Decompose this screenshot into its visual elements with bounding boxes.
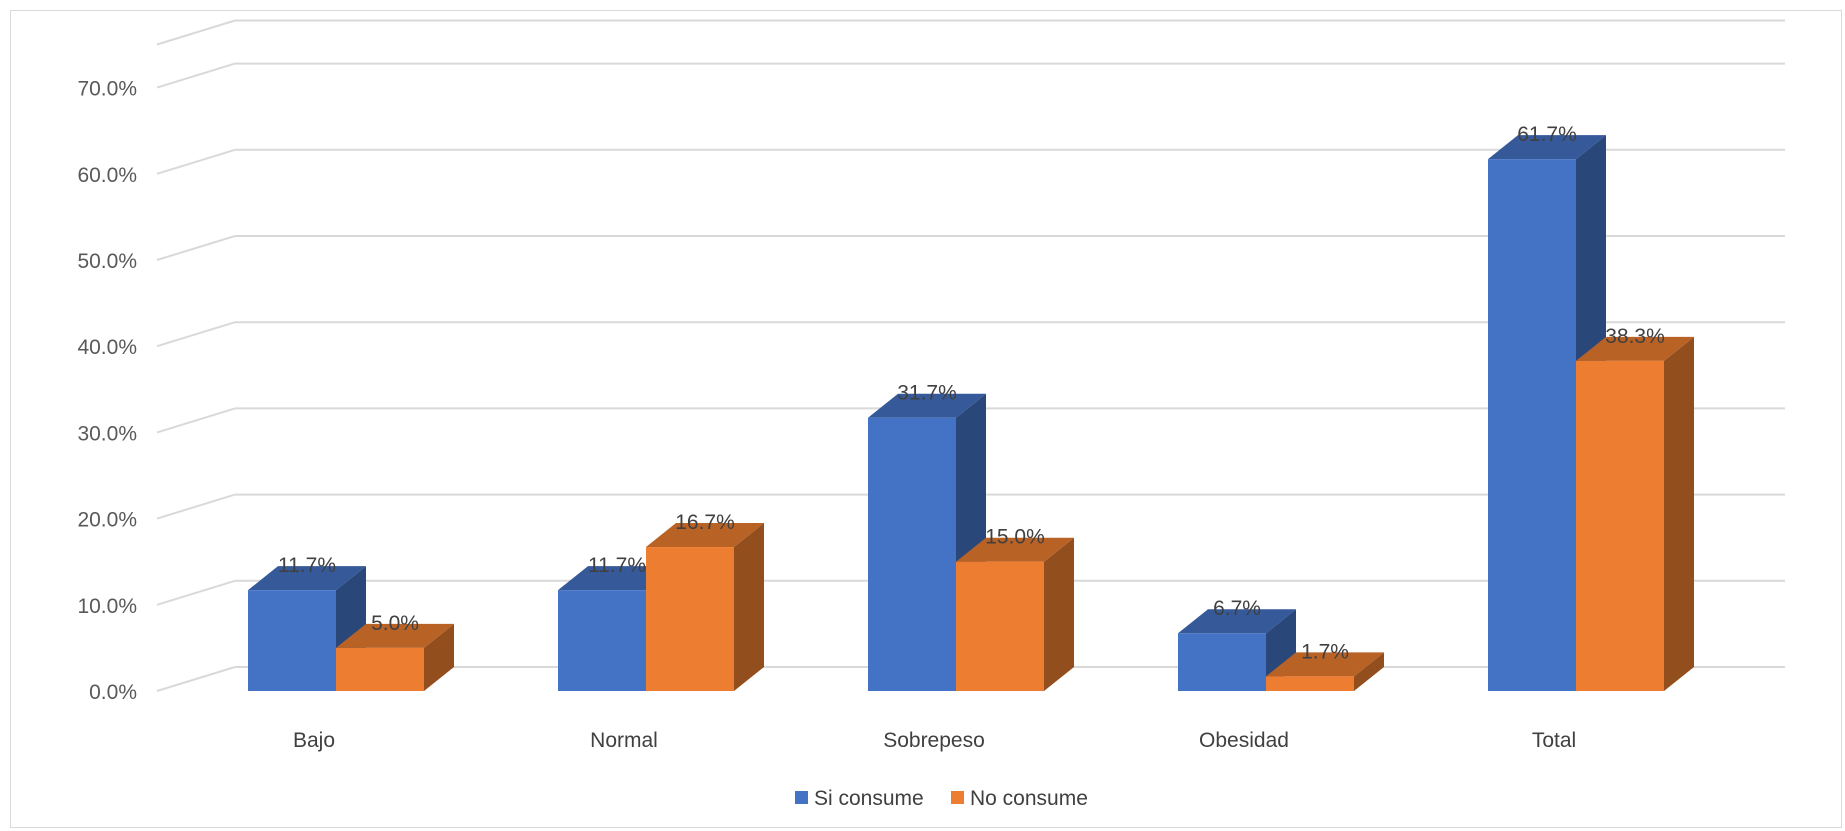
- category-label: Sobrepeso: [883, 729, 985, 752]
- bar-front: [868, 417, 956, 691]
- bar-side: [1664, 336, 1694, 691]
- bar-side: [424, 623, 454, 691]
- y-tick-label: 10.0%: [77, 595, 137, 618]
- y-tick-label: 30.0%: [77, 422, 137, 445]
- chart-frame: [10, 10, 1842, 828]
- bar-si-consume-obesidad: [1178, 609, 1296, 691]
- bar-no-consume-bajo: [336, 623, 454, 691]
- bar-front: [558, 590, 646, 691]
- bar-front: [248, 590, 336, 691]
- bar-top: [1178, 609, 1296, 634]
- data-label: 6.7%: [1213, 597, 1261, 620]
- gridline-diagonal: [156, 148, 236, 175]
- bar-top: [868, 393, 986, 418]
- gridline-diagonal: [156, 321, 236, 348]
- bar-front: [1178, 633, 1266, 691]
- y-axis-ticks: 0.0% 10.0% 20.0% 30.0% 40.0% 50.0% 60.0% 70.0%: [77, 78, 137, 704]
- bar-side: [734, 523, 764, 691]
- y-tick-label: 0.0%: [89, 681, 137, 704]
- bar-no-consume-normal: [646, 523, 764, 691]
- bar-front: [956, 561, 1044, 691]
- gridline-diagonal: [156, 666, 236, 692]
- category-label: Total: [1532, 729, 1576, 752]
- bar-front: [646, 547, 734, 691]
- data-label: 11.7%: [278, 554, 336, 577]
- category-label: Obesidad: [1199, 729, 1289, 752]
- bar-top: [646, 523, 764, 548]
- category-label: Bajo: [293, 729, 335, 752]
- gridline-diagonal: [156, 62, 236, 89]
- bar-side: [1044, 537, 1074, 691]
- category-label: Normal: [590, 729, 658, 752]
- data-label: 15.0%: [985, 526, 1045, 549]
- gridline-diagonal: [156, 407, 236, 434]
- y-tick-label: 40.0%: [77, 336, 137, 359]
- gridline-diagonal: [156, 19, 236, 46]
- category-labels: Bajo Normal Sobrepeso Obesidad Total: [293, 729, 1576, 752]
- bar-top: [336, 623, 454, 648]
- bar-no-consume-sobrepeso: [956, 537, 1074, 691]
- gridline-diagonal: [156, 579, 236, 606]
- legend-swatch: [795, 791, 808, 804]
- bar-si-consume-bajo: [248, 566, 366, 691]
- legend: Si consume No consume: [795, 787, 1088, 810]
- bar-no-consume-obesidad: [1266, 652, 1384, 691]
- data-label: 1.7%: [1301, 640, 1349, 663]
- bar-top: [1576, 336, 1694, 361]
- y-tick-label: 50.0%: [77, 250, 137, 273]
- bar-front: [336, 647, 424, 691]
- bar-top: [1488, 135, 1606, 160]
- bar-side: [1354, 652, 1384, 691]
- y-tick-label: 70.0%: [77, 78, 137, 101]
- gridline-diagonal: [156, 235, 236, 261]
- data-labels: 11.7% 5.0% 11.7% 16.7% 31.7% 15.0% 6.7% 1.7% 61.…: [278, 123, 1665, 663]
- bar-no-consume-total: [1576, 336, 1694, 691]
- legend-item-no-consume: No consume: [951, 787, 1088, 810]
- data-label: 5.0%: [371, 612, 419, 635]
- legend-label: Si consume: [814, 787, 924, 810]
- data-label: 31.7%: [897, 382, 957, 405]
- bar-front: [1576, 360, 1664, 691]
- y-tick-label: 20.0%: [77, 509, 137, 532]
- bar-top: [1266, 652, 1384, 677]
- data-label: 61.7%: [1517, 123, 1577, 146]
- bar-top: [248, 566, 366, 591]
- bars: [248, 135, 1694, 691]
- y-tick-label: 60.0%: [77, 164, 137, 187]
- legend-swatch: [951, 791, 964, 804]
- bar-front: [1266, 676, 1354, 691]
- gridline-diagonal: [156, 493, 236, 520]
- legend-item-si-consume: Si consume: [795, 787, 924, 810]
- bar-front: [1488, 159, 1576, 691]
- legend-label: No consume: [970, 787, 1088, 810]
- data-label: 11.7%: [588, 554, 646, 577]
- data-label: 16.7%: [675, 511, 735, 534]
- bar-top: [956, 537, 1074, 562]
- data-label: 38.3%: [1605, 325, 1665, 348]
